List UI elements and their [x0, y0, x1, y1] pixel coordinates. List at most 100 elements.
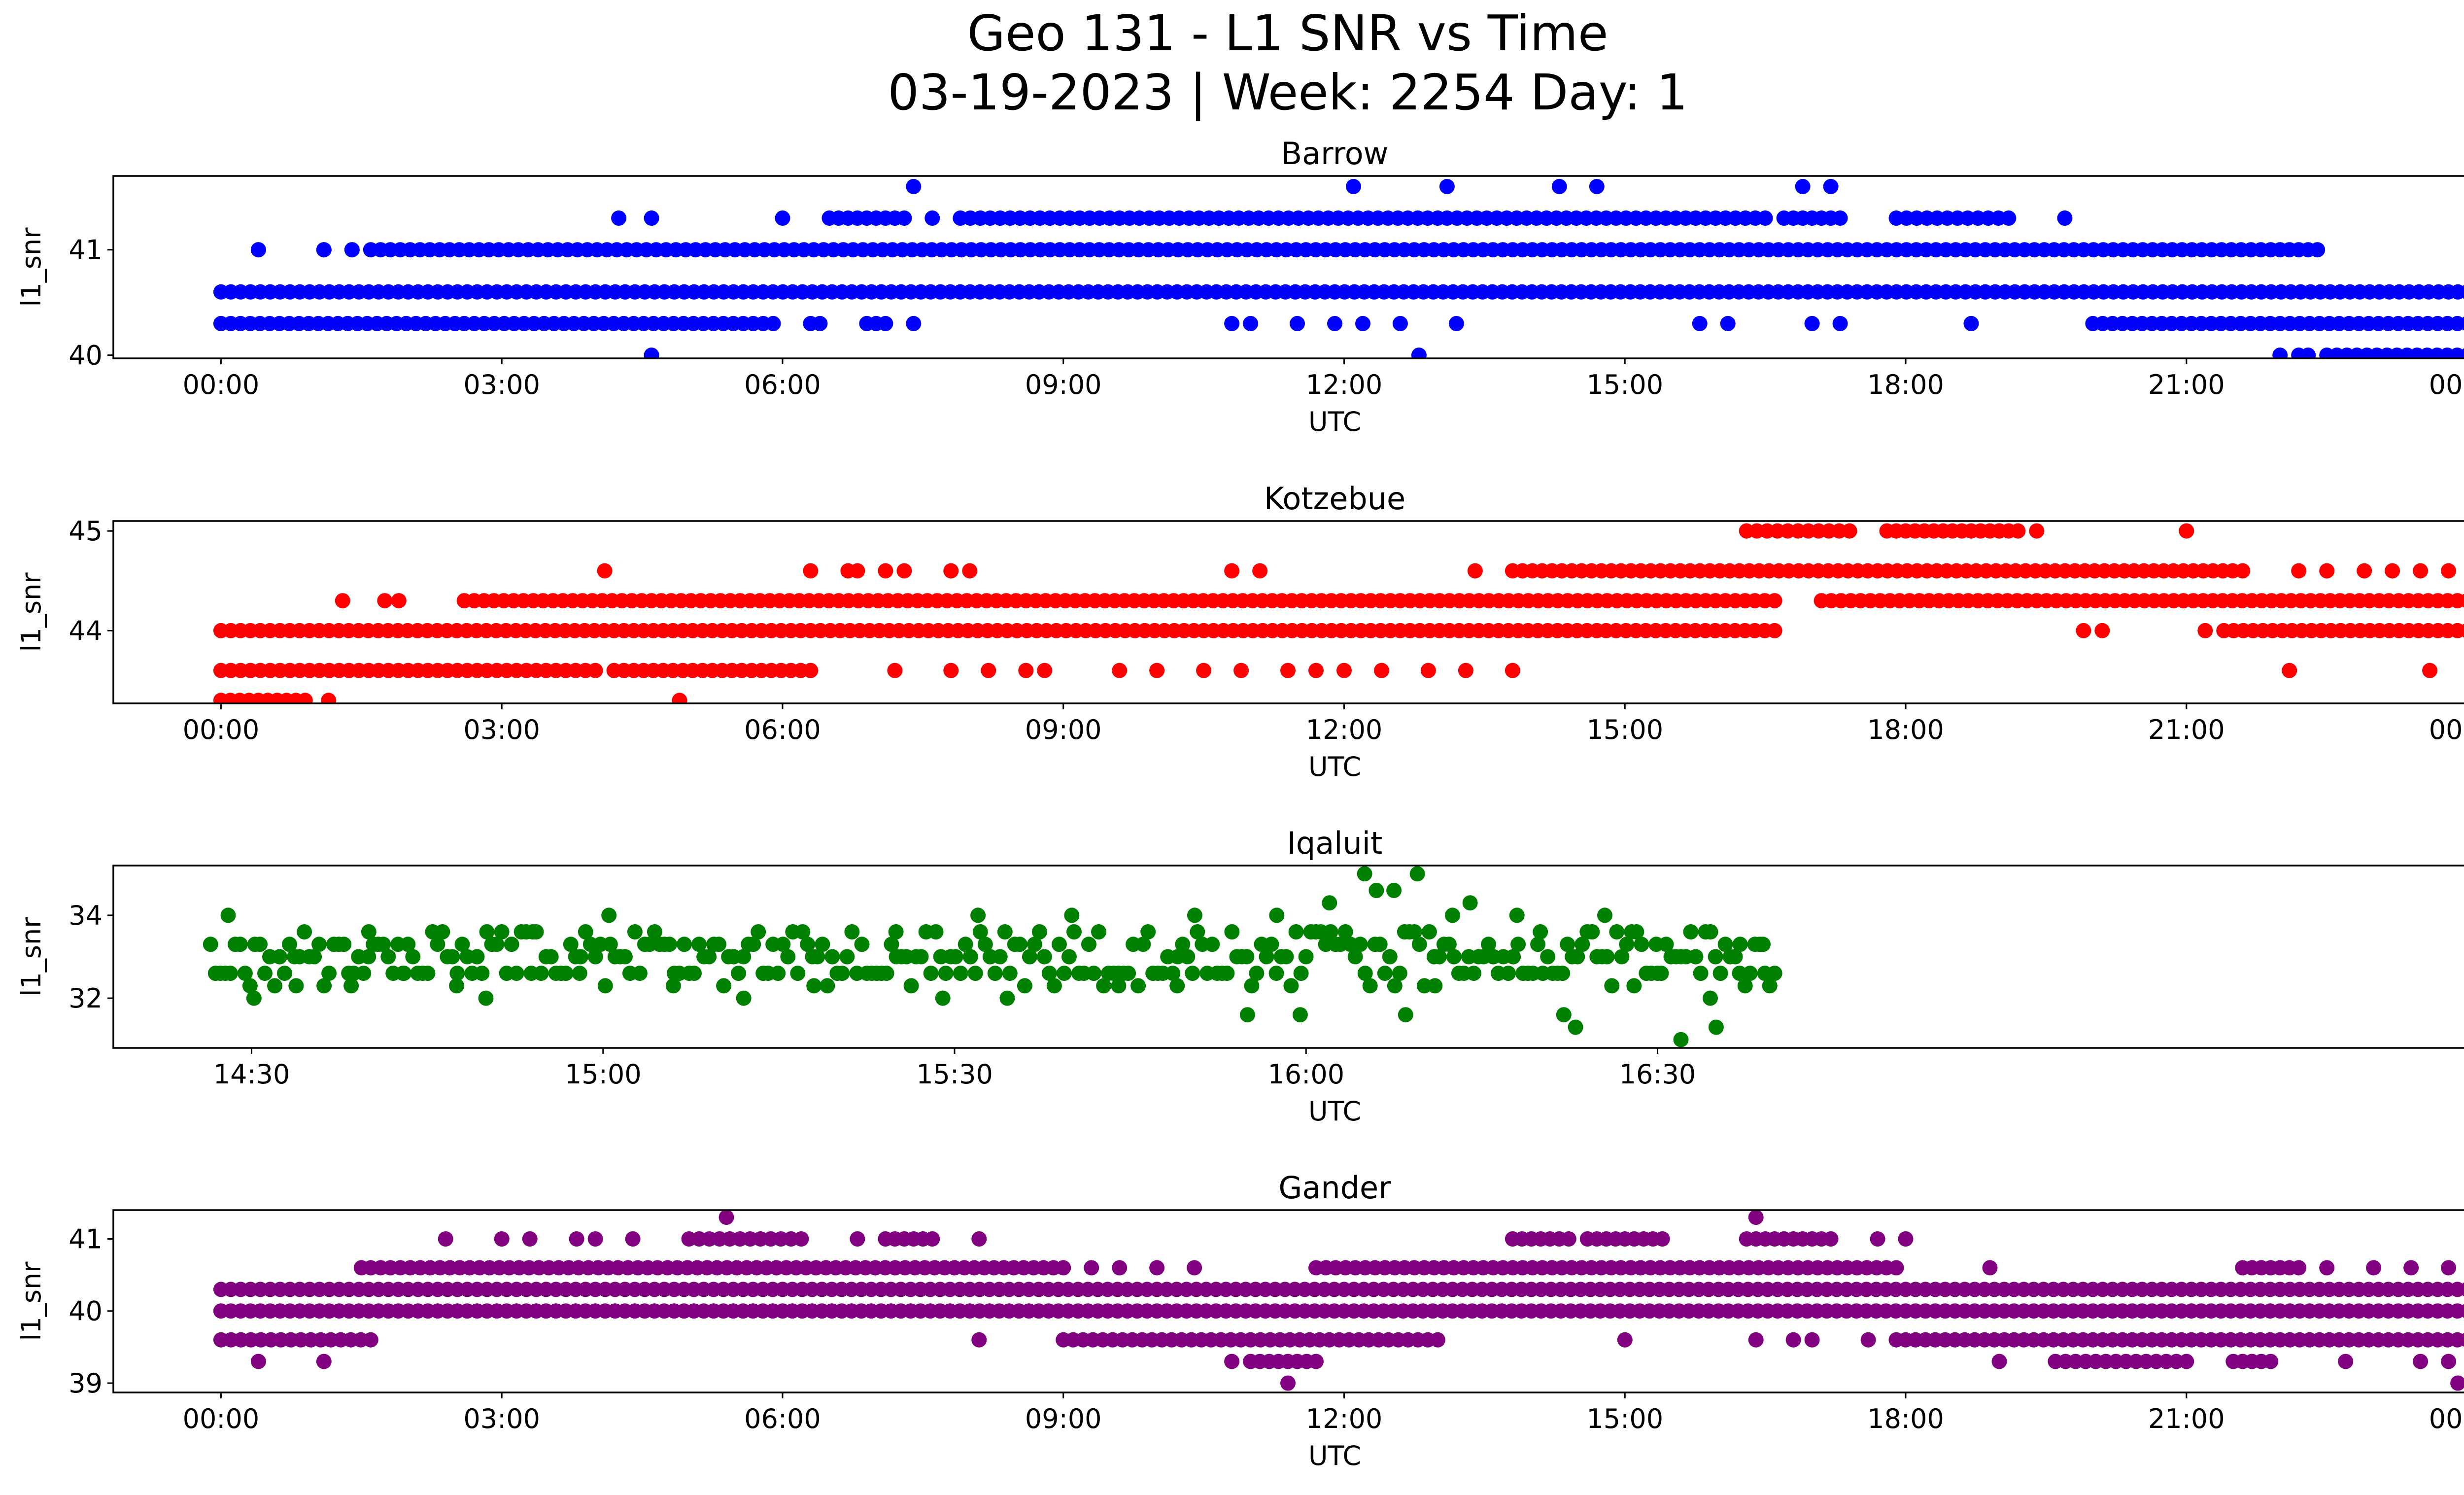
data-point	[220, 907, 236, 923]
data-point	[1406, 924, 1422, 939]
data-point	[2291, 563, 2307, 579]
data-point	[494, 1231, 510, 1247]
data-point	[1185, 966, 1200, 981]
data-point	[1280, 1375, 1296, 1391]
data-point	[967, 966, 983, 981]
data-point	[1717, 937, 1733, 952]
data-point	[1224, 563, 1240, 579]
data-point	[1467, 563, 1483, 579]
data-point	[344, 242, 360, 258]
data-point	[1369, 883, 1384, 898]
data-point	[288, 978, 304, 994]
data-point	[803, 563, 819, 579]
data-point	[311, 937, 327, 952]
data-point	[736, 990, 752, 1006]
data-point	[1308, 1354, 1324, 1369]
data-point	[1327, 315, 1342, 331]
data-point	[1703, 924, 1718, 939]
data-point	[1795, 178, 1811, 194]
data-point	[1269, 907, 1285, 923]
data-point	[981, 662, 996, 678]
y-tick-label: 44	[68, 615, 103, 646]
data-point	[938, 966, 954, 981]
data-point	[2450, 1303, 2464, 1319]
data-point	[1551, 178, 1567, 194]
data-point	[1755, 937, 1771, 952]
data-point	[1027, 937, 1042, 952]
data-point	[962, 563, 978, 579]
data-point	[1963, 315, 1979, 331]
data-point	[1688, 949, 1704, 965]
data-point	[2441, 1260, 2457, 1276]
data-point	[1111, 978, 1127, 994]
data-point	[449, 966, 465, 981]
data-point	[1609, 924, 1625, 939]
data-point	[2422, 662, 2438, 678]
data-point	[1708, 949, 1723, 965]
x-tick-label: 16:30	[1619, 1059, 1696, 1090]
data-point	[1308, 662, 1324, 678]
data-point	[850, 1231, 865, 1247]
subplot-iqaluit: 14:30 15:00 15:30 16:00 16:30 32 34 Iqaluit UTC l…	[16, 825, 2464, 1127]
y-axis-label: l1_snr	[16, 572, 47, 652]
data-point	[878, 315, 893, 331]
data-point	[1441, 937, 1457, 952]
data-point	[2094, 623, 2110, 638]
data-point	[1081, 937, 1096, 952]
data-point	[1617, 1332, 1633, 1348]
data-point	[1732, 937, 1748, 952]
data-point	[1570, 949, 1585, 965]
data-point	[795, 924, 811, 939]
data-point	[597, 563, 613, 579]
data-point	[948, 949, 963, 965]
data-point	[336, 937, 352, 952]
data-point	[1767, 623, 1782, 638]
data-point	[573, 949, 588, 965]
data-point	[2291, 1260, 2307, 1276]
data-point	[252, 937, 268, 952]
data-point	[543, 949, 559, 965]
data-point	[691, 937, 707, 952]
data-point	[1767, 966, 1782, 981]
data-point	[587, 662, 603, 678]
data-point	[489, 937, 505, 952]
data-point	[2460, 348, 2464, 358]
data-point	[478, 990, 494, 1006]
data-point	[878, 563, 893, 579]
data-point	[1506, 949, 1521, 965]
data-point	[509, 966, 524, 981]
x-tick-label: 00:00	[2429, 714, 2464, 745]
data-point	[469, 949, 485, 965]
data-point	[924, 1231, 940, 1247]
data-point	[686, 966, 702, 981]
data-point	[356, 966, 372, 981]
data-point	[2076, 623, 2091, 638]
data-point	[504, 937, 519, 952]
data-point	[361, 949, 376, 965]
data-point	[250, 242, 266, 258]
data-point	[380, 949, 396, 965]
data-point	[494, 924, 510, 939]
y-axis-label: l1_snr	[16, 1261, 47, 1341]
data-point	[1187, 907, 1202, 923]
data-point	[222, 966, 238, 981]
data-point	[1420, 662, 1436, 678]
x-tick-label: 16:00	[1267, 1059, 1344, 1090]
data-point	[765, 315, 781, 331]
data-point	[2385, 563, 2400, 579]
data-point	[2310, 242, 2326, 258]
data-point	[1757, 210, 1773, 226]
subplot-kotzebue: 00:00 03:00 06:00 09:00 12:00 15:00 18:00 21:00…	[16, 481, 2464, 782]
data-point	[790, 966, 806, 981]
data-point	[232, 937, 248, 952]
data-point	[1130, 978, 1146, 994]
data-point	[913, 949, 929, 965]
data-point	[1604, 978, 1620, 994]
data-point	[1096, 978, 1112, 994]
data-point	[391, 593, 407, 609]
data-point	[962, 949, 978, 965]
data-point	[2057, 210, 2073, 226]
data-point	[2197, 623, 2213, 638]
data-point	[812, 315, 828, 331]
